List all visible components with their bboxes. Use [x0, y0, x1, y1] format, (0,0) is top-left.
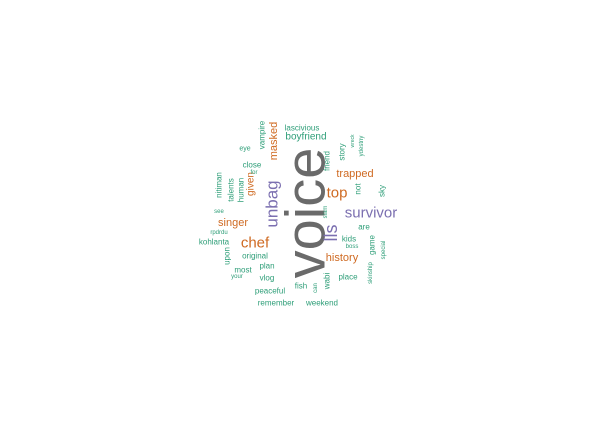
cloud-word-siam: siam: [323, 206, 329, 219]
cloud-word-place: place: [338, 273, 358, 282]
cloud-word-remember: remember: [258, 299, 295, 308]
cloud-word-boyfriend: boyfriend: [285, 132, 326, 143]
cloud-word-fish: fish: [295, 282, 307, 291]
cloud-word-see: see: [214, 209, 224, 215]
cloud-word-skinship: skinship: [368, 262, 374, 284]
cloud-word-for: for: [250, 170, 257, 176]
cloud-word-trapped: trapped: [336, 168, 373, 180]
cloud-word-close: close: [243, 161, 262, 170]
cloud-word-weekend: weekend: [305, 299, 338, 308]
cloud-word-vlog: vlog: [260, 274, 275, 283]
cloud-word-top: top: [327, 185, 348, 202]
cloud-word-history: history: [326, 252, 359, 264]
cloud-word-eye: eye: [239, 146, 250, 153]
cloud-word-story: story: [338, 143, 347, 160]
cloud-word-chef: chef: [241, 235, 270, 252]
cloud-word-wabi: wabi: [323, 273, 332, 291]
cloud-word-can: can: [313, 283, 319, 293]
cloud-word-your: your: [231, 274, 243, 280]
cloud-word-upon: upon: [223, 247, 232, 265]
cloud-word-rpdrdu: rpdrdu: [210, 230, 227, 236]
cloud-word-game: game: [368, 234, 377, 255]
cloud-word-nitiman: nitiman: [215, 172, 224, 198]
cloud-word-survivor: survivor: [345, 205, 398, 222]
word-cloud-words: voice survivor unbag lls chef top singer histor…: [199, 120, 397, 307]
cloud-word-kohlanta: kohlanta: [199, 238, 230, 247]
cloud-word-ydestny: ydestny: [359, 136, 365, 157]
cloud-word-sky: sky: [378, 185, 387, 197]
cloud-word-most: most: [234, 266, 252, 275]
cloud-word-given: given: [246, 172, 257, 196]
cloud-word-voice: voice: [274, 148, 337, 279]
cloud-word-are: are: [358, 223, 370, 232]
cloud-word-special: special: [381, 241, 387, 260]
cloud-word-not: not: [354, 183, 363, 195]
cloud-word-friend: friend: [323, 151, 332, 171]
cloud-word-unbag: unbag: [263, 180, 282, 227]
cloud-word-original: original: [242, 252, 268, 261]
cloud-word-kids: kids: [342, 235, 356, 244]
cloud-word-talents: talents: [227, 178, 236, 202]
cloud-word-wreck: wreck: [350, 134, 356, 148]
cloud-word-peaceful: peaceful: [255, 287, 285, 296]
cloud-word-lls: lls: [321, 225, 341, 242]
cloud-word-plan: plan: [259, 262, 274, 271]
cloud-word-masked: masked: [268, 122, 280, 161]
cloud-word-singer: singer: [218, 217, 248, 229]
cloud-word-vampire: vampire: [258, 120, 267, 149]
cloud-word-human: human: [237, 178, 246, 202]
cloud-word-boss: boss: [346, 244, 359, 250]
cloud-word-lascivious: lascivious: [285, 124, 320, 133]
